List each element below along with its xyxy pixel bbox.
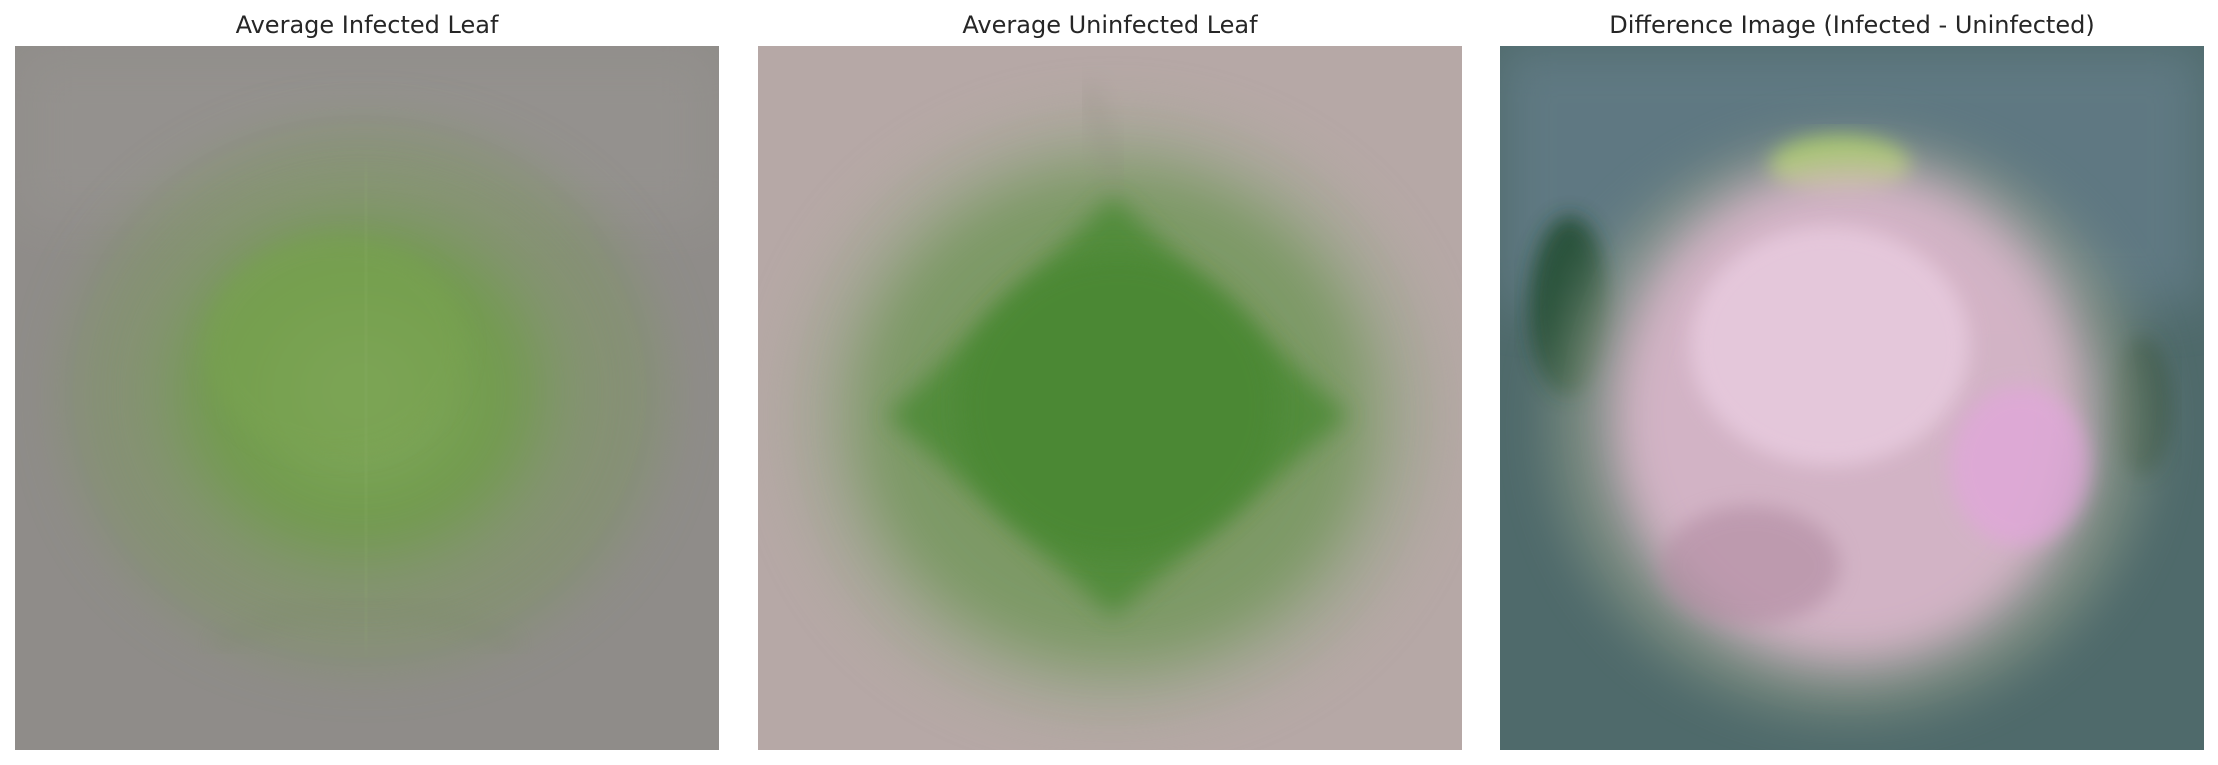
average-infected-leaf-image (15, 46, 719, 750)
difference-image (1500, 46, 2204, 750)
panel-title-uninfected: Average Uninfected Leaf (962, 11, 1258, 39)
panel-title-difference: Difference Image (Infected - Uninfected) (1609, 11, 2095, 39)
average-uninfected-leaf-image (758, 46, 1462, 750)
panel-title-infected: Average Infected Leaf (235, 11, 499, 39)
